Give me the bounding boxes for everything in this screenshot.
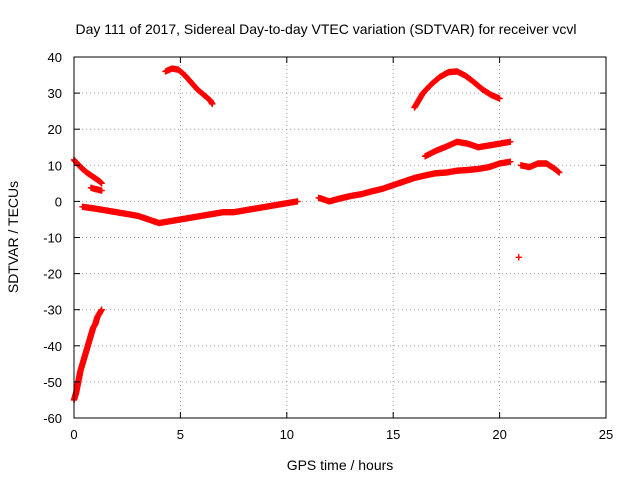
series-arc-main-baseline — [79, 198, 301, 227]
x-tick-label: 10 — [280, 427, 294, 442]
x-axis-label: GPS time / hours — [287, 457, 394, 473]
y-tick-label: 0 — [55, 194, 62, 209]
series-arc-short-0.8-1.3h — [87, 184, 105, 194]
series-arc-evening — [517, 160, 563, 176]
data-point — [294, 198, 301, 205]
y-tick-label: 40 — [48, 50, 62, 65]
data-point — [507, 138, 514, 146]
series-arc-decline-0-1.3h — [70, 156, 105, 187]
data-point — [209, 100, 216, 108]
data-point-interp — [97, 179, 105, 186]
data-point — [98, 180, 105, 187]
chart-title: Day 111 of 2017, Sidereal Day-to-day VTE… — [75, 21, 576, 37]
series-arc-late-mid — [421, 138, 514, 160]
data-point — [98, 187, 105, 194]
x-tick-label: 25 — [599, 427, 613, 442]
x-tick-label: 5 — [177, 427, 184, 442]
data-point — [515, 254, 522, 261]
y-tick-label: 10 — [48, 158, 62, 173]
data-point — [496, 95, 503, 102]
series-arc-midday — [315, 158, 514, 205]
data-point — [507, 158, 514, 165]
y-tick-label: -40 — [43, 339, 62, 354]
series-arc-rise-0-1.3h — [70, 306, 105, 404]
grid-layer — [74, 57, 606, 418]
x-tick-label: 0 — [70, 427, 77, 442]
y-tick-label: 30 — [48, 86, 62, 101]
data-point — [98, 306, 105, 313]
series-layer — [70, 65, 563, 404]
y-tick-label: 20 — [48, 122, 62, 137]
series-arc-early-morning — [162, 65, 216, 108]
y-tick-label: -50 — [43, 375, 62, 390]
series-arc-late-high — [411, 68, 503, 111]
x-tick-label: 20 — [492, 427, 506, 442]
y-tick-label: -10 — [43, 231, 62, 246]
data-point-interp — [555, 168, 562, 175]
y-axis-label: SDTVAR / TECUs — [5, 181, 21, 293]
y-tick-label: -20 — [43, 267, 62, 282]
x-tick-label: 15 — [386, 427, 400, 442]
series-isolated-point — [515, 254, 522, 261]
data-point — [555, 169, 563, 176]
ticks-layer — [73, 56, 607, 419]
tick-label-layer: 0 5 10 15 20 25 -60 -50 -40 -30 -20 -10 0 10 20 30 40 — [43, 50, 613, 442]
y-tick-label: -60 — [43, 411, 62, 426]
y-tick-label: -30 — [43, 303, 62, 318]
